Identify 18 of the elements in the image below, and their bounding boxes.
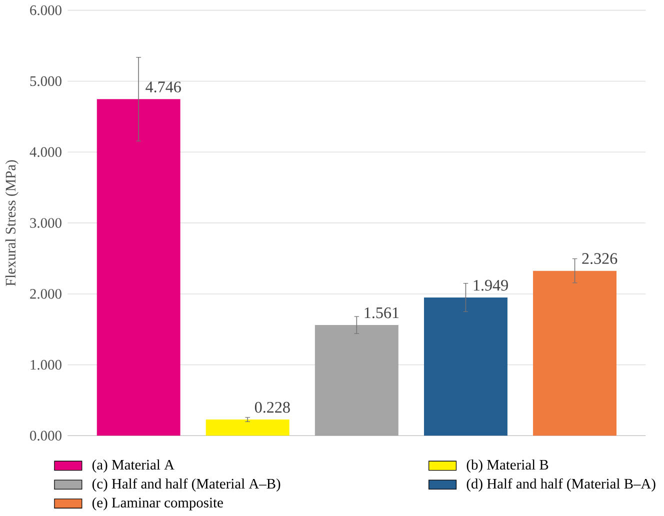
- y-tick-label: 2.000: [30, 288, 62, 299]
- y-tick-label: 6.000: [30, 5, 62, 16]
- y-tick-label: 5.000: [30, 76, 62, 86]
- legend-label: (a) Material A: [92, 459, 174, 472]
- y-tick-label: 0.000: [30, 430, 62, 441]
- y-tick-label: 1.000: [30, 360, 62, 370]
- legend-label: (e) Laminar composite: [92, 497, 223, 510]
- data-label: 4.746: [146, 81, 181, 92]
- data-label: 1.561: [364, 307, 399, 318]
- data-label: 2.326: [582, 253, 618, 264]
- legend-label: (b) Material B: [466, 459, 548, 472]
- y-axis-title: Flexural Stress (MPa): [5, 160, 18, 286]
- y-tick-label: 3.000: [30, 218, 62, 228]
- legend-label: (d) Half and half (Material B–A): [466, 478, 656, 492]
- y-tick-label: 4.000: [30, 147, 62, 157]
- legend-label: (c) Half and half (Material A–B): [92, 478, 280, 492]
- data-label: 0.228: [254, 402, 290, 413]
- data-label: 1.949: [474, 280, 508, 291]
